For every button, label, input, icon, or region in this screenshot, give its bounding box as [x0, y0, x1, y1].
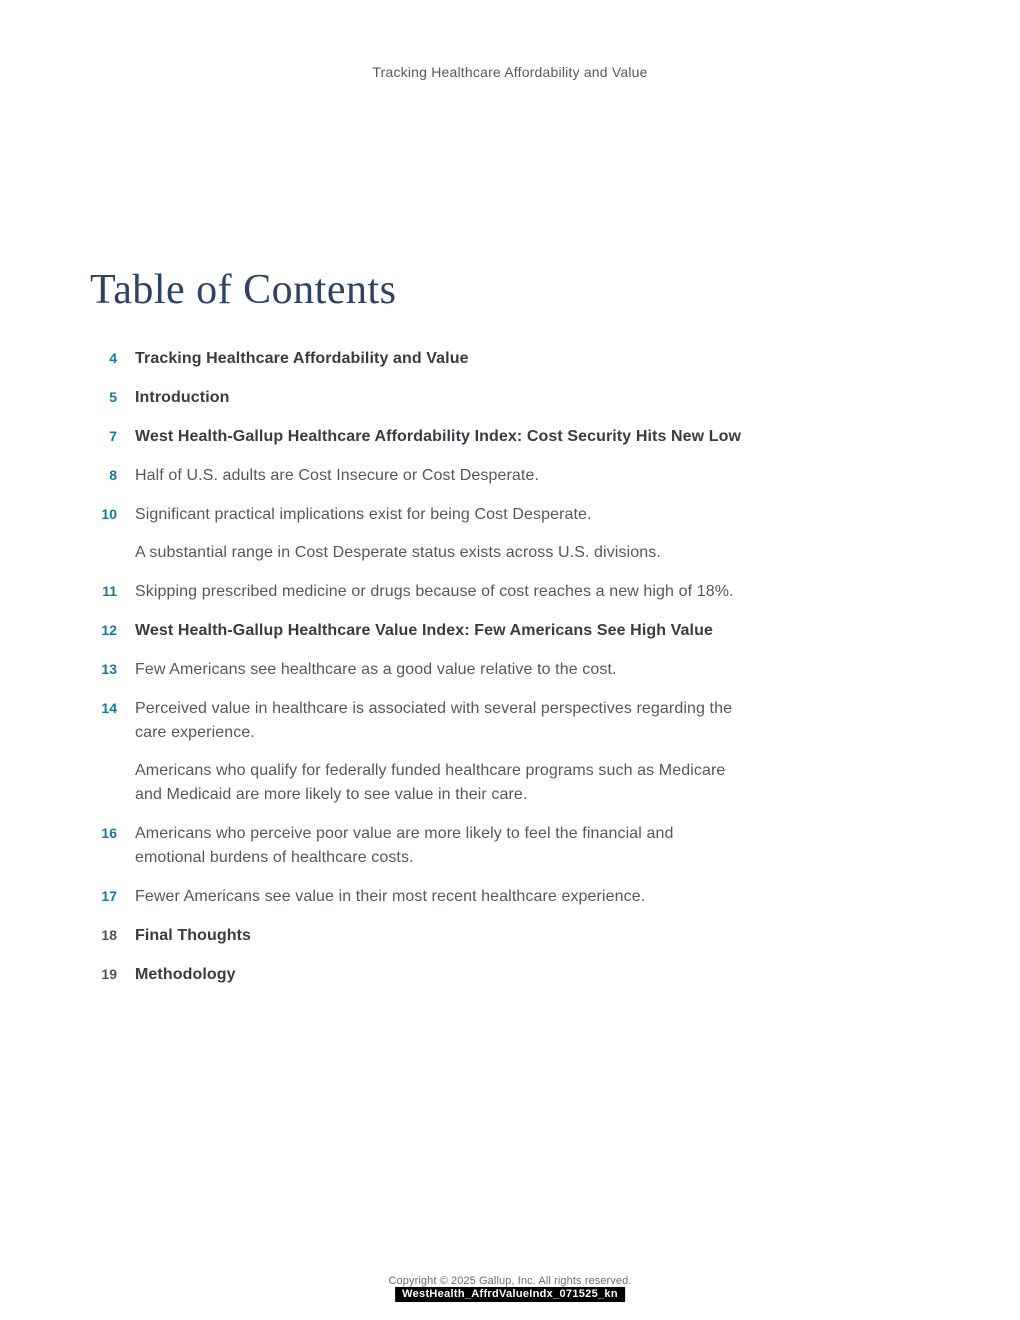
toc-page-number: 17	[101, 888, 117, 904]
toc-entry[interactable]: 8 Half of U.S. adults are Cost Insecure o…	[90, 463, 752, 488]
toc-entry-label: Final Thoughts	[135, 927, 252, 944]
toc-page-number: 13	[101, 661, 117, 677]
toc-entry[interactable]: 17 Fewer Americans see value in their mos…	[90, 884, 752, 909]
toc-entry[interactable]: 4 Tracking Healthcare Affordability and V…	[90, 346, 752, 371]
toc-entry[interactable]: 14 Perceived value in healthcare is assoc…	[90, 696, 752, 745]
toc-entry-label: West Health-Gallup Healthcare Value Inde…	[135, 622, 713, 639]
running-header: Tracking Healthcare Affordability and Va…	[372, 64, 648, 80]
toc-page-number: 8	[109, 467, 117, 483]
toc-entry-label: Significant practical implications exist…	[135, 506, 592, 523]
toc-entry[interactable]: A substantial range in Cost Desperate st…	[90, 541, 752, 565]
document-page	[88, 63, 746, 1301]
toc-entry[interactable]: 19 Methodology	[90, 962, 752, 987]
toc-entry-label: West Health-Gallup Healthcare Affordabil…	[135, 428, 742, 445]
toc-entry-label: Tracking Healthcare Affordability and Va…	[135, 350, 469, 367]
toc-entry-label: Half of U.S. adults are Cost Insecure or…	[135, 467, 539, 484]
toc-entry[interactable]: 13 Few Americans see healthcare as a good…	[90, 657, 752, 682]
toc-page-number: 19	[101, 966, 117, 982]
toc-entry-label: Skipping prescribed medicine or drugs be…	[135, 583, 734, 600]
toc-page-number: 12	[101, 622, 117, 638]
toc-page-number: 11	[102, 583, 117, 599]
toc-entry[interactable]: 12 West Health-Gallup Healthcare Value In…	[90, 618, 752, 643]
toc-entry-label: Few Americans see healthcare as a good v…	[135, 661, 617, 678]
toc-page-number: 7	[109, 428, 117, 444]
footer-copyright: Copyright © 2025 Gallup, Inc. All rights…	[388, 1275, 632, 1287]
toc-page-number: 5	[109, 389, 117, 405]
toc-page-number: 14	[101, 700, 117, 716]
toc-entry-label: Perceived value in healthcare is associa…	[135, 700, 733, 741]
toc-entry[interactable]: 10 Significant practical implications exi…	[90, 502, 752, 527]
toc-entry-label: Americans who perceive poor value are mo…	[135, 825, 674, 866]
footer-filename-stamp: WestHealth_AffrdValueIndx_071525_kn	[395, 1287, 625, 1302]
table-of-contents: 4 Tracking Healthcare Affordability and V…	[90, 346, 752, 1001]
toc-entry[interactable]: Americans who qualify for federally fund…	[90, 759, 752, 807]
toc-entry-label: Methodology	[135, 966, 236, 983]
toc-entry[interactable]: 7 West Health-Gallup Healthcare Affordabi…	[90, 424, 752, 449]
toc-page-number: 16	[101, 825, 117, 841]
toc-entry[interactable]: 11 Skipping prescribed medicine or drugs …	[90, 579, 752, 604]
toc-entry-label: Americans who qualify for federally fund…	[135, 762, 726, 803]
toc-entry[interactable]: 16 Americans who perceive poor value are …	[90, 821, 752, 870]
toc-entry[interactable]: 5 Introduction	[90, 385, 752, 410]
toc-entry-label: Fewer Americans see value in their most …	[135, 888, 646, 905]
toc-entry[interactable]: 18 Final Thoughts	[90, 923, 752, 948]
toc-entry-label: A substantial range in Cost Desperate st…	[135, 544, 661, 561]
toc-page-number: 18	[101, 927, 117, 943]
toc-page-number: 4	[109, 350, 117, 366]
toc-entry-label: Introduction	[135, 389, 230, 406]
toc-page-number: 10	[101, 506, 117, 522]
page-title: Table of Contents	[90, 267, 397, 313]
